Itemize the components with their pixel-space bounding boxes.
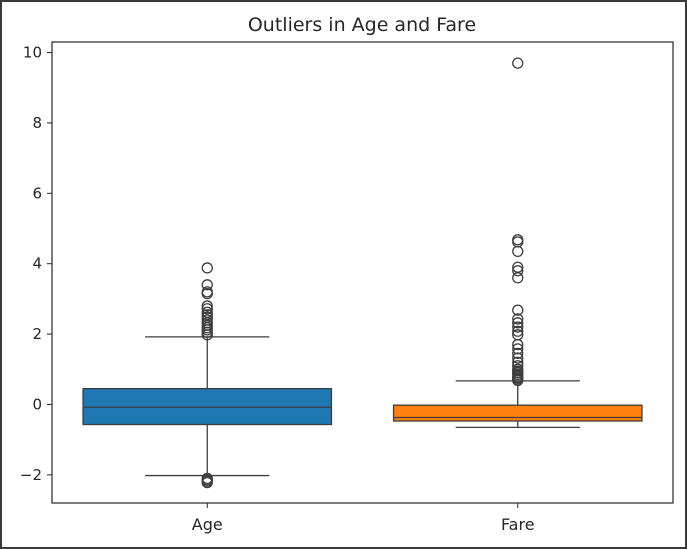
x-tick-label: Age: [192, 515, 223, 534]
outlier-point: [201, 314, 213, 326]
outlier-point: [512, 363, 524, 375]
outlier-point: [201, 279, 213, 291]
outlier-point: [512, 265, 524, 277]
outlier-point: [201, 472, 213, 485]
outlier-point: [512, 234, 524, 246]
y-tick-label: 2: [32, 325, 42, 343]
y-tick-label: −2: [20, 466, 42, 484]
outlier-point: [201, 262, 213, 274]
outlier-point: [512, 325, 524, 337]
outlier-point: [512, 245, 524, 258]
chart-title: Outliers in Age and Fare: [248, 14, 476, 36]
y-tick-label: 4: [32, 255, 42, 273]
outlier-point: [512, 304, 524, 316]
y-tick-label: 10: [23, 44, 42, 62]
outlier-point: [512, 317, 524, 329]
y-tick-label: 6: [32, 184, 42, 202]
outlier-point: [201, 286, 213, 298]
outlier-point: [512, 343, 524, 355]
outlier-point: [512, 57, 524, 69]
outlier-point: [512, 347, 524, 360]
x-tick-label: Fare: [501, 515, 535, 534]
outlier-point: [512, 321, 524, 333]
outlier-point: [201, 303, 213, 315]
y-tick-label: 0: [32, 395, 42, 413]
outlier-point: [512, 261, 524, 273]
y-tick-label: 8: [32, 114, 42, 132]
outlier-point: [512, 329, 524, 341]
outlier-point: [201, 300, 213, 312]
outlier-point: [512, 360, 524, 372]
outlier-point: [201, 306, 213, 318]
outlier-point: [512, 313, 524, 325]
box-age: [82, 387, 333, 426]
plot-area-frame: [51, 41, 674, 504]
outlier-point: [512, 356, 524, 368]
outlier-point: [512, 352, 524, 364]
box-fare: [392, 404, 643, 422]
